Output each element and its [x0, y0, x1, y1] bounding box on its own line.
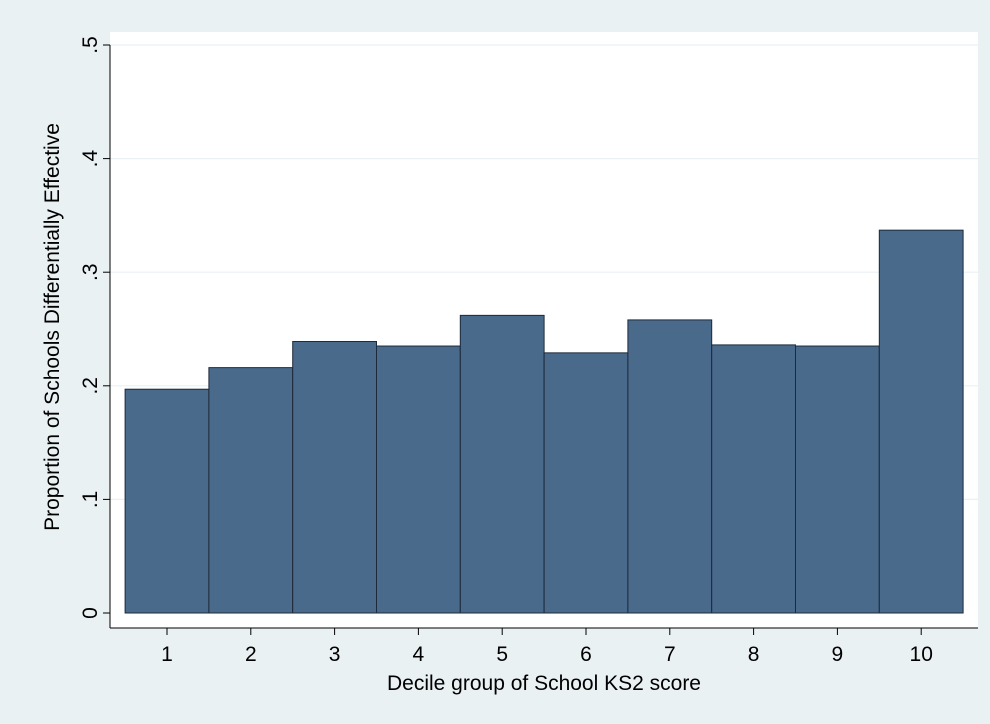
x-tick-label: 2 — [245, 643, 257, 666]
x-tick-label: 4 — [413, 643, 425, 666]
y-tick-label: .1 — [79, 491, 102, 509]
bar-decile-8 — [711, 344, 797, 614]
x-axis-ticks: 1 2 3 4 5 6 7 8 9 10 — [161, 628, 933, 666]
x-tick-label: 10 — [910, 643, 933, 666]
x-axis-title: Decile group of School KS2 score — [387, 672, 701, 695]
x-tick-label: 5 — [496, 643, 508, 666]
x-tick-label: 7 — [664, 643, 676, 666]
y-tick-label: .2 — [79, 377, 102, 395]
y-tick-label: .5 — [79, 36, 102, 54]
bar-decile-7 — [627, 319, 713, 614]
y-tick-label: 0 — [79, 607, 102, 619]
x-tick-label: 1 — [161, 643, 173, 666]
bar-decile-4 — [376, 345, 461, 614]
y-axis-title: Proportion of Schools Differentially Eff… — [41, 123, 64, 531]
y-tick-label: .4 — [79, 150, 102, 168]
bars — [124, 229, 964, 614]
bar-decile-6 — [543, 352, 629, 614]
x-tick-label: 3 — [329, 643, 341, 666]
x-tick-label: 8 — [748, 643, 760, 666]
y-tick-label: .3 — [79, 263, 102, 281]
x-tick-label: 6 — [580, 643, 592, 666]
bar-decile-2 — [208, 367, 294, 614]
bar-decile-10 — [878, 229, 964, 614]
bar-decile-9 — [795, 345, 880, 614]
y-axis-ticks: 0 .1 .2 .3 .4 .5 — [79, 36, 110, 619]
bar-decile-1 — [124, 388, 210, 614]
bar-decile-5 — [459, 314, 545, 614]
bar-decile-3 — [292, 340, 378, 614]
x-tick-label: 9 — [832, 643, 844, 666]
